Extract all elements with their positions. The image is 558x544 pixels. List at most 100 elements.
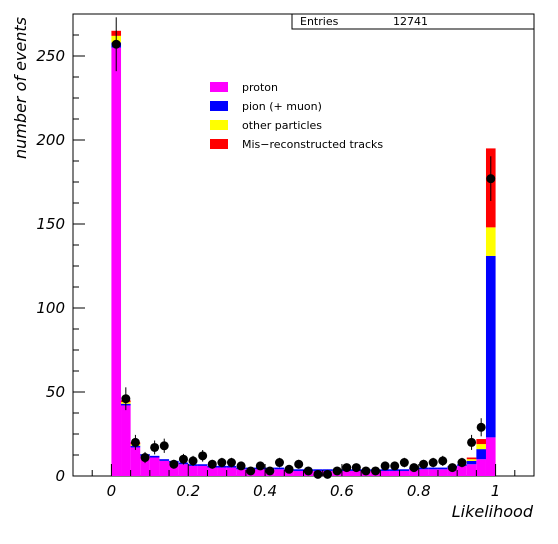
- legend-swatch-proton: [210, 82, 228, 92]
- bar-proton-37: [466, 464, 477, 476]
- bar-proton-12: [226, 467, 237, 476]
- data-point-17: [274, 458, 284, 468]
- legend-swatch-misreco: [210, 139, 228, 149]
- bar-proton-24: [341, 470, 352, 476]
- bar-pion-9: [197, 464, 208, 466]
- bar-proton-32: [418, 469, 429, 476]
- y-tick-label-5: 250: [36, 47, 65, 65]
- bar-proton-38: [476, 459, 486, 476]
- bar-misreco-38: [476, 439, 486, 445]
- bar-other-38: [476, 444, 486, 450]
- entries-value: 12741: [393, 15, 428, 28]
- data-point-14: [246, 466, 256, 476]
- x-tick-label-4: 0.8: [407, 482, 431, 500]
- data-point-26: [361, 466, 371, 476]
- data-point-37: [467, 437, 477, 447]
- data-point-1: [121, 394, 131, 404]
- legend-label-misreco: Mis−reconstructed tracks: [242, 138, 383, 151]
- y-tick-label-1: 50: [46, 383, 65, 401]
- data-point-3: [140, 453, 150, 463]
- data-points: [111, 17, 496, 479]
- bar-proton-8: [188, 465, 198, 476]
- bar-pion-38: [476, 449, 486, 460]
- data-point-38: [476, 422, 486, 432]
- bar-proton-39: [485, 437, 496, 476]
- legend: proton pion (+ muon) other particles Mis…: [210, 81, 383, 151]
- x-axis-title: Likelihood: [452, 502, 534, 521]
- bar-proton-0: [111, 47, 122, 476]
- data-point-4: [150, 442, 160, 452]
- data-point-34: [438, 456, 448, 466]
- data-point-20: [303, 466, 313, 476]
- data-point-22: [323, 469, 333, 479]
- y-tick-label-0: 0: [55, 467, 65, 485]
- bar-proton-13: [236, 469, 246, 476]
- data-point-0: [111, 39, 121, 49]
- bar-proton-19: [293, 470, 304, 476]
- legend-swatch-pion: [210, 101, 228, 111]
- y-axis-title: number of events: [11, 17, 30, 159]
- data-point-8: [188, 456, 198, 466]
- legend-swatch-other: [210, 120, 228, 130]
- bar-proton-6: [169, 462, 179, 476]
- bar-proton-28: [380, 470, 390, 476]
- bar-proton-10: [207, 467, 218, 476]
- data-point-23: [332, 466, 342, 476]
- data-point-29: [390, 461, 400, 471]
- y-tick-label-3: 150: [36, 215, 65, 233]
- data-point-30: [399, 458, 409, 468]
- stacked-bars: [111, 30, 496, 476]
- data-point-10: [207, 459, 217, 469]
- bar-proton-17: [274, 469, 285, 476]
- bar-proton-30: [399, 470, 410, 476]
- x-tick-label-3: 0.6: [330, 482, 354, 500]
- bar-proton-9: [197, 465, 208, 476]
- data-point-16: [265, 466, 275, 476]
- data-point-2: [130, 437, 140, 447]
- bar-proton-3: [140, 455, 150, 476]
- bar-other-39: [485, 227, 496, 256]
- bar-proton-2: [130, 447, 141, 476]
- stats-box: Entries 12741: [291, 13, 535, 30]
- data-point-39: [486, 174, 496, 184]
- data-point-6: [169, 459, 179, 469]
- data-point-33: [428, 458, 438, 468]
- bar-misreco-37: [466, 457, 477, 460]
- data-point-12: [226, 458, 236, 468]
- data-point-7: [178, 454, 188, 464]
- data-point-11: [217, 458, 227, 468]
- data-point-36: [457, 458, 467, 468]
- bar-pion-37: [466, 460, 477, 465]
- axes: 0 0.2 0.4 0.6 0.8 1 0 50 100 150 200 250: [36, 13, 535, 500]
- bar-proton-34: [437, 469, 448, 476]
- bar-proton-7: [178, 464, 189, 476]
- data-point-35: [447, 463, 457, 473]
- bar-other-37: [466, 459, 477, 461]
- data-point-28: [380, 461, 390, 471]
- bar-pion-5: [159, 459, 170, 461]
- data-point-32: [419, 459, 429, 469]
- bar-pion-39: [485, 255, 496, 438]
- data-point-5: [159, 441, 169, 451]
- bar-pion-33: [428, 467, 438, 470]
- bar-proton-33: [428, 469, 438, 476]
- bar-pion-19: [293, 469, 304, 471]
- entries-label: Entries: [300, 15, 339, 28]
- data-point-27: [371, 466, 381, 476]
- data-point-19: [294, 459, 304, 469]
- x-tick-label-5: 1: [491, 482, 501, 500]
- y-tick-label-4: 200: [36, 131, 65, 149]
- legend-label-pion: pion (+ muon): [242, 100, 322, 113]
- data-point-15: [255, 461, 265, 471]
- data-point-25: [351, 463, 361, 473]
- bar-proton-31: [409, 469, 419, 476]
- data-point-31: [409, 463, 419, 473]
- bar-pion-4: [149, 455, 160, 458]
- data-point-21: [313, 469, 323, 479]
- bar-pion-30: [399, 469, 410, 471]
- data-point-24: [342, 463, 352, 473]
- x-tick-label-2: 0.4: [253, 482, 277, 500]
- plot-frame: [72, 13, 535, 477]
- bar-proton-4: [149, 457, 160, 476]
